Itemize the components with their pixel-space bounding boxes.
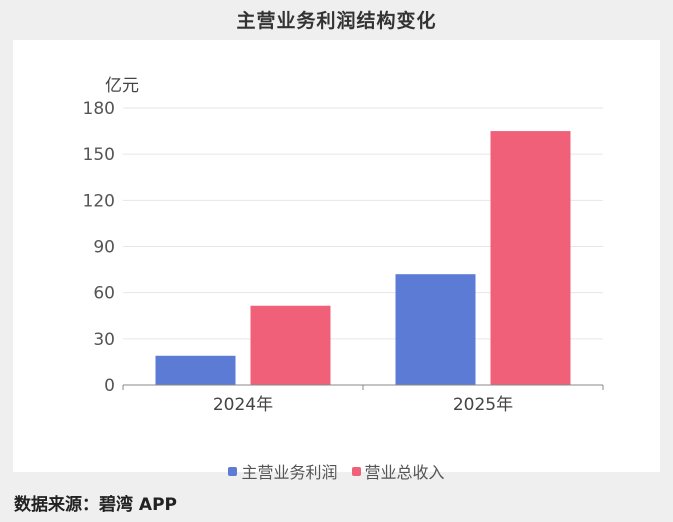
legend-label-revenue: 营业总收入 xyxy=(364,463,445,482)
axes: 亿元 0 30 60 90 120 150 180 2024年 2025年 xyxy=(83,76,604,415)
legend-label-profit: 主营业务利润 xyxy=(241,463,338,482)
y-tick-label: 0 xyxy=(104,376,115,396)
legend-swatch-profit xyxy=(228,466,238,476)
x-tick-label: 2024年 xyxy=(213,395,273,415)
chart-panel: 亿元 0 30 60 90 120 150 180 2024年 2025年 主营业务利润 营业总… xyxy=(13,40,660,482)
bars xyxy=(155,131,571,385)
y-tick-label: 60 xyxy=(93,284,115,304)
bar-profit-1[interactable] xyxy=(395,274,476,385)
y-tick-label: 120 xyxy=(83,191,115,211)
chart-title: 主营业务利润结构变化 xyxy=(236,10,437,32)
y-tick-label: 150 xyxy=(83,145,115,165)
y-tick-label: 30 xyxy=(93,330,115,350)
chart-legend: 主营业务利润 营业总收入 xyxy=(13,459,660,483)
y-axis-label: 亿元 xyxy=(105,76,139,96)
legend-item-revenue[interactable]: 营业总收入 xyxy=(351,459,445,483)
y-tick-label: 180 xyxy=(83,99,115,119)
data-source-note: 数据来源：碧湾 APP xyxy=(14,495,177,515)
x-tick-label: 2025年 xyxy=(453,395,513,415)
bar-revenue-0[interactable] xyxy=(250,305,331,385)
bar-profit-0[interactable] xyxy=(155,355,236,385)
bar-chart: 亿元 0 30 60 90 120 150 180 2024年 2025年 xyxy=(83,76,604,415)
legend-swatch-revenue xyxy=(351,466,361,476)
legend-item-profit[interactable]: 主营业务利润 xyxy=(228,459,338,483)
y-tick-label: 90 xyxy=(93,238,115,258)
bar-revenue-1[interactable] xyxy=(490,131,571,385)
